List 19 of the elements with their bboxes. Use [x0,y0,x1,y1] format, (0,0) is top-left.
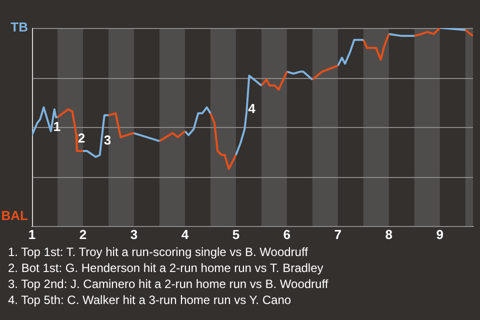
text: 1. Top 1st: T. Troy hit a run-scoring single vs B. Woodruff [8,244,309,260]
ref-line-label: BAL [1,208,28,223]
x-tick-label: 6 [283,226,291,242]
text: 4. Top 5th: C. Walker hit a 3-run home run vs Y. Cano [8,292,292,308]
x-tick-label: 8 [385,226,392,242]
annotation: 1 [53,118,61,134]
x-tick-label: 4 [181,226,190,242]
x-tick-label: 3 [130,226,138,242]
x-tick-label: 2 [79,226,87,242]
annotation: 3 [104,132,112,148]
x-tick-label: 1 [28,226,36,242]
x-tick-label: 9 [436,226,444,242]
text: 2. Bot 1st: G. Henderson hit a 2-run home run vs T. Bradley [8,260,324,276]
annotation: 2 [78,130,86,146]
x-tick-label: 7 [334,226,342,242]
annotation: 4 [248,100,256,116]
ref-line-label: TB [10,20,28,35]
x-tick-label: 5 [232,226,240,242]
text: 3. Top 2nd: J. Caminero hit a 2-run home run vs B. Woodruff [8,276,328,292]
